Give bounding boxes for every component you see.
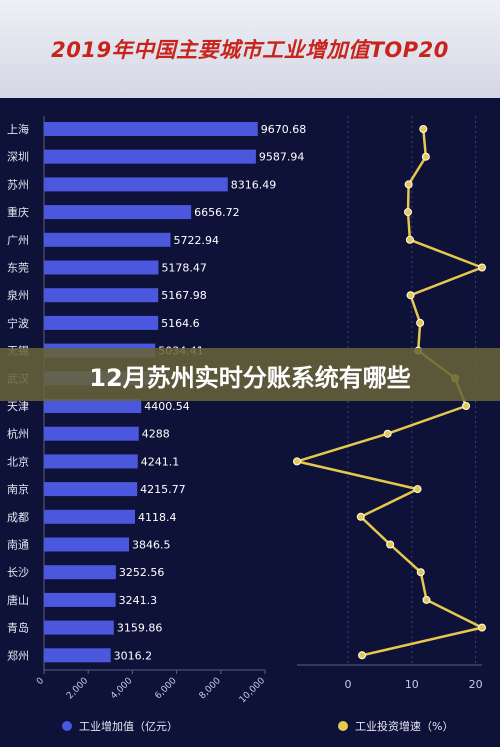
bar-category-label: 成都 [7,511,29,524]
bar-category-label: 天津 [7,400,29,413]
bar-category-label: 青岛 [7,621,29,635]
bar-value-label: 5178.47 [161,262,207,275]
line-point [404,208,412,217]
bar-value-label: 6656.72 [194,206,240,219]
bar [44,232,171,247]
bar [44,482,138,497]
bar-value-label: 5164.6 [161,317,200,330]
bar-category-label: 北京 [7,454,29,468]
bar-value-label: 4400.54 [144,400,190,413]
line-point [293,457,301,466]
bar [44,426,139,441]
bar-value-label: 3159.86 [117,622,163,635]
bar-value-label: 8316.49 [231,178,277,191]
bar-value-label: 4215.77 [140,483,186,496]
bar [44,509,136,524]
bar-value-label: 4118.4 [138,511,177,524]
line-point [356,512,365,521]
bar [44,454,138,469]
legend-marker-bar [62,721,72,731]
line-point [478,263,486,272]
bar [44,122,258,136]
bar-category-label: 郑州 [7,648,29,662]
bar-value-label: 3252.56 [119,566,165,579]
line-point [462,402,471,410]
bar [44,648,111,663]
bar-category-label: 泉州 [7,288,29,302]
bar [44,288,159,303]
bar-category-label: 南通 [7,539,29,552]
bar-value-label: 3016.2 [114,649,153,662]
bar-category-label: 上海 [7,122,29,136]
header: 2019年中国主要城市工业增加值TOP20 [0,0,500,98]
bar [44,260,159,275]
bar-category-label: 重庆 [7,205,29,219]
line-x-tick-label: 20 [469,678,483,691]
bar [44,399,142,413]
line-point [416,318,425,327]
line-point [404,180,413,189]
bar-x-tick-label: 8,000 [198,676,223,701]
bar-category-label: 深圳 [7,151,29,164]
legend-label-bar: 工业增加值（亿元） [79,719,178,733]
bar-category-label: 南京 [7,482,29,496]
bar-category-label: 苏州 [7,178,29,191]
bar-x-tick-label: 6,000 [153,676,178,701]
line-point [419,125,428,133]
bar-x-tick-label: 4,000 [109,676,134,701]
line-point [405,235,414,244]
line-point [421,152,430,161]
bar-value-label: 9670.68 [261,123,307,136]
bar-value-label: 4288 [142,428,170,441]
bar [44,565,116,580]
bar-category-label: 唐山 [7,593,29,607]
bar-x-tick-label: 2,000 [65,676,90,701]
bar [44,149,256,164]
bar-category-label: 长沙 [7,566,29,579]
line-x-tick-label: 0 [345,678,352,691]
bar-x-tick-label: 10,000 [238,676,268,706]
bar-value-label: 5722.94 [173,234,219,247]
bar [44,177,228,192]
chart-title: 2019年中国主要城市工业增加值TOP20 [51,38,449,62]
legend-marker-line [338,721,348,731]
bar-category-label: 广州 [7,234,29,247]
line-point [413,485,422,494]
line-point [406,291,415,300]
line-point [478,623,486,632]
bar [44,315,159,330]
bar-x-tick-label: 0 [35,676,46,687]
bar-value-label: 3846.5 [132,539,171,552]
line-point [422,595,431,604]
line-point [416,568,425,577]
line-point [383,429,392,438]
line-point [358,651,367,660]
banner-text: 12月苏州实时分账系统有哪些 [89,364,411,392]
line-x-tick-label: 10 [405,678,419,691]
bar [44,205,192,220]
line-point [386,540,395,549]
bar-value-label: 9587.94 [259,151,305,164]
bar-category-label: 宁波 [7,316,29,330]
bar [44,592,116,607]
bar-value-label: 5167.98 [161,289,207,302]
legend-label-line: 工业投资增速（%） [355,719,453,733]
bar [44,620,114,635]
bar [44,537,130,552]
bar-category-label: 东莞 [7,262,29,275]
bar-category-label: 杭州 [7,427,29,441]
bar-value-label: 3241.3 [119,594,157,607]
bar-value-label: 4241.1 [141,455,180,468]
overlay-banner: 12月苏州实时分账系统有哪些 [0,348,500,401]
